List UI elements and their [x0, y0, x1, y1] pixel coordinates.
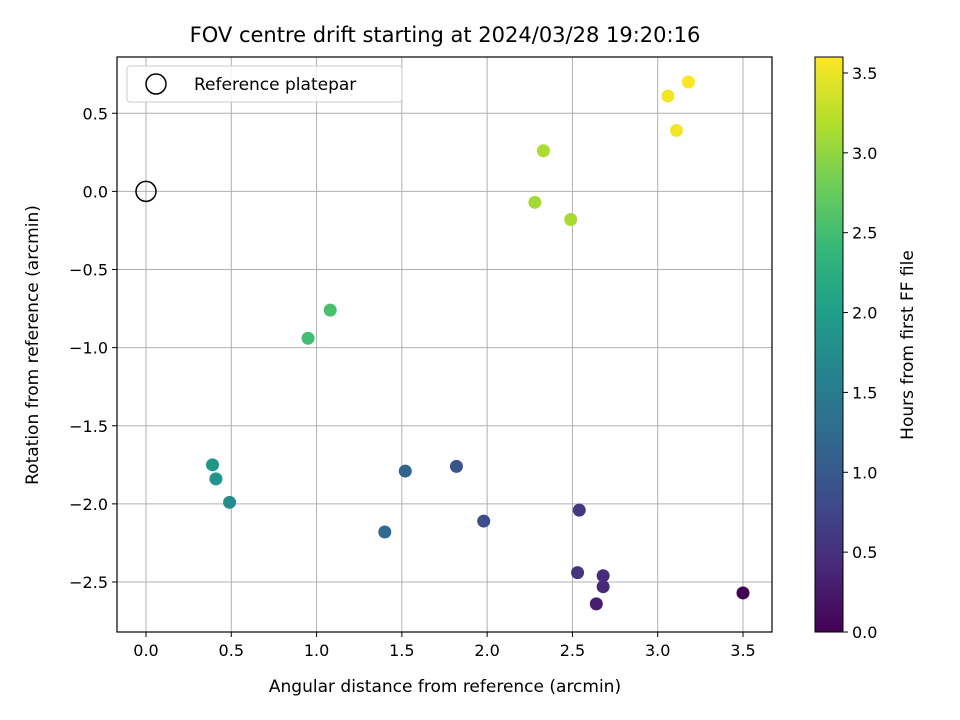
y-axis-label: Rotation from reference (arcmin) — [23, 205, 43, 485]
data-point — [681, 75, 695, 89]
data-point — [528, 195, 542, 209]
legend-label: Reference platepar — [194, 75, 356, 95]
x-ticks: 0.0 0.5 1.0 1.5 2.0 2.5 3.0 3.5 — [133, 632, 756, 660]
data-point — [572, 503, 586, 517]
data-point — [323, 303, 337, 317]
data-point — [477, 514, 491, 528]
colorbar-tick-label: 2.5 — [852, 224, 877, 243]
x-tick-label: 1.0 — [304, 641, 329, 660]
y-tick-label: 0.5 — [83, 104, 108, 123]
y-tick-label: 0.0 — [83, 182, 108, 201]
grid — [117, 57, 772, 632]
chart-title: FOV centre drift starting at 2024/03/28 … — [190, 23, 701, 47]
data-point — [736, 586, 750, 600]
data-point — [398, 464, 412, 478]
colorbar-tick-label: 0.0 — [852, 623, 877, 642]
colorbar-label: Hours from first FF file — [898, 250, 918, 440]
data-points — [206, 75, 750, 611]
data-point — [449, 459, 463, 473]
data-point — [669, 123, 683, 137]
y-tick-label: −2.5 — [69, 573, 108, 592]
data-point — [596, 569, 610, 583]
data-point — [536, 144, 550, 158]
legend: Reference platepar — [126, 65, 403, 103]
plot-frame — [116, 56, 773, 633]
y-ticks: 0.5 0.0 −0.5 −1.0 −1.5 −2.0 −2.5 — [69, 104, 117, 592]
colorbar-tick-label: 2.0 — [852, 304, 877, 323]
x-tick-label: 2.0 — [474, 641, 499, 660]
reference-marker — [135, 180, 157, 203]
data-point — [206, 458, 220, 472]
data-point — [301, 331, 315, 345]
x-tick-label: 2.5 — [560, 641, 585, 660]
x-tick-label: 3.5 — [730, 641, 755, 660]
legend-marker — [145, 73, 167, 95]
x-tick-label: 3.0 — [645, 641, 670, 660]
legend-box — [126, 65, 403, 103]
data-point — [378, 525, 392, 539]
x-axis-label: Angular distance from reference (arcmin) — [269, 677, 621, 697]
colorbar — [814, 56, 844, 633]
x-tick-label: 0.5 — [219, 641, 244, 660]
colorbar-tick-label: 1.5 — [852, 383, 877, 402]
y-tick-label: −1.0 — [69, 339, 108, 358]
data-point — [223, 495, 237, 509]
y-tick-label: −2.0 — [69, 495, 108, 514]
colorbar-tick-label: 0.5 — [852, 543, 877, 562]
colorbar-tick-label: 1.0 — [852, 463, 877, 482]
colorbar-tick-label: 3.5 — [852, 64, 877, 83]
data-point — [571, 566, 585, 580]
data-point — [209, 472, 223, 486]
colorbar-tick-label: 3.0 — [852, 144, 877, 163]
x-tick-label: 0.0 — [133, 641, 158, 660]
data-point — [564, 213, 578, 226]
y-tick-label: −1.5 — [69, 417, 108, 436]
x-tick-label: 1.5 — [389, 641, 414, 660]
y-tick-label: −0.5 — [69, 261, 108, 280]
data-point — [661, 89, 675, 103]
colorbar-ticks: 0.0 0.5 1.0 1.5 2.0 2.5 3.0 3.5 — [843, 64, 877, 642]
data-point — [596, 580, 610, 594]
data-point — [589, 597, 603, 611]
